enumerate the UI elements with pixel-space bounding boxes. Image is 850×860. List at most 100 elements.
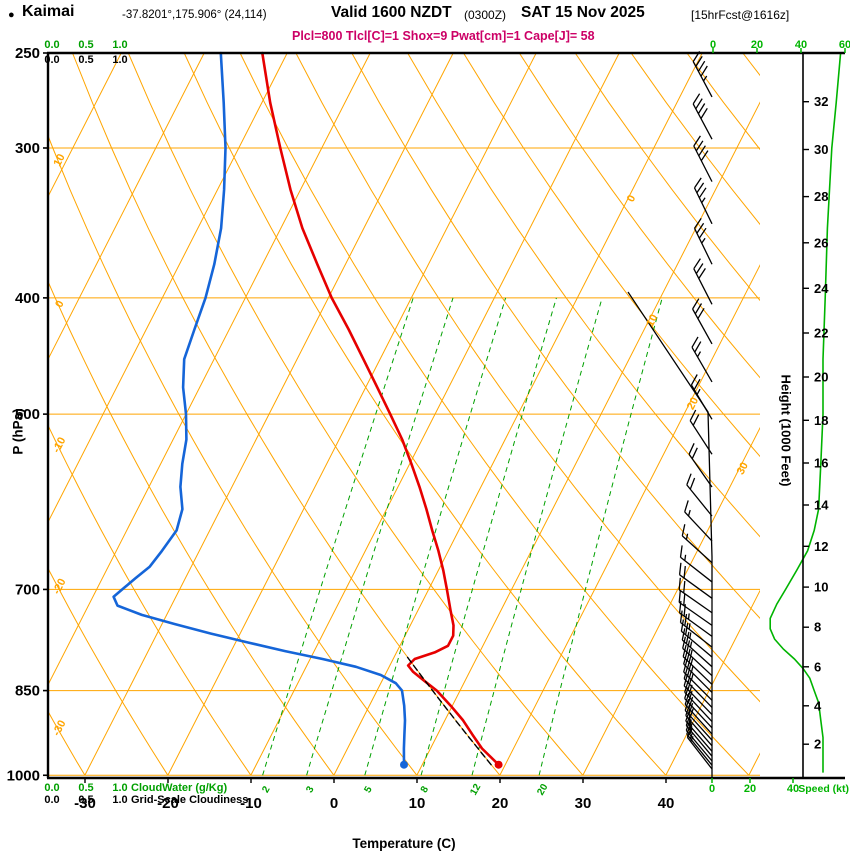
mixing-ratio-label: 20 bbox=[535, 782, 550, 798]
wind-speed-curve bbox=[769, 52, 842, 773]
height-tick-label: 22 bbox=[814, 326, 828, 341]
pressure-tick-label: 500 bbox=[15, 406, 40, 423]
barb-half bbox=[689, 632, 692, 639]
dry-adiabat bbox=[127, 53, 584, 776]
height-tick-label: 4 bbox=[814, 698, 822, 713]
barb-staff bbox=[683, 671, 713, 701]
pressure-tick-label: 300 bbox=[15, 140, 40, 157]
barb-full bbox=[691, 447, 698, 459]
barb-full bbox=[682, 644, 687, 657]
barb-full bbox=[687, 670, 692, 683]
barb-full bbox=[686, 726, 693, 738]
barb-full bbox=[681, 628, 686, 641]
barb-half bbox=[689, 723, 693, 730]
height-tick-label: 28 bbox=[814, 189, 828, 204]
cloudiness-scale-top: 1.0 bbox=[112, 54, 127, 66]
barb-staff bbox=[693, 228, 713, 265]
temp-tick-label: -10 bbox=[240, 795, 262, 812]
barb-full bbox=[686, 473, 692, 486]
height-tick-label: 10 bbox=[814, 580, 828, 595]
mixing-ratio-line bbox=[471, 297, 603, 776]
barb-full bbox=[680, 619, 685, 632]
isotherm bbox=[48, 53, 122, 198]
barb-full bbox=[688, 702, 694, 715]
cloudiness-scale-bottom: 0.0 bbox=[44, 794, 59, 806]
barb-full bbox=[695, 263, 704, 274]
barb-staff bbox=[684, 698, 713, 729]
barb-staff bbox=[686, 737, 713, 770]
height-tick-label: 20 bbox=[814, 370, 828, 385]
barb-full bbox=[678, 562, 682, 575]
speed-scale-top: 20 bbox=[751, 39, 763, 51]
adiabat-label: 10 bbox=[52, 152, 68, 168]
dry-adiabat bbox=[351, 53, 760, 619]
barb-full bbox=[696, 182, 705, 194]
pressure-tick-label: 1000 bbox=[7, 767, 40, 784]
height-tick-label: 2 bbox=[814, 737, 821, 752]
dry-adiabat bbox=[574, 53, 760, 302]
speed-scale-bottom: 0 bbox=[709, 783, 715, 795]
isotherm bbox=[48, 53, 205, 361]
barb-full bbox=[684, 613, 688, 626]
barb-half bbox=[696, 351, 702, 358]
barb-staff bbox=[692, 103, 713, 140]
barb-half bbox=[702, 75, 708, 82]
barb-full bbox=[698, 268, 706, 279]
barb-staff bbox=[679, 574, 713, 599]
barb-full bbox=[691, 336, 699, 348]
cloudwater-scale-top: 0.0 bbox=[44, 39, 59, 51]
barb-staff bbox=[686, 484, 713, 517]
barb-full bbox=[698, 145, 706, 157]
barb-full bbox=[697, 307, 705, 319]
cloudwater-scale-top: 1.0 bbox=[112, 39, 127, 51]
barb-staff bbox=[685, 729, 713, 762]
barb-full bbox=[698, 227, 707, 239]
wind-aux-line bbox=[627, 291, 713, 778]
height-tick-label: 14 bbox=[814, 498, 829, 513]
barb-staff bbox=[693, 268, 713, 305]
barb-staff bbox=[683, 663, 713, 693]
barb-staff bbox=[680, 630, 713, 658]
barb-staff bbox=[690, 384, 713, 420]
cloudwater-scale-bottom: 1.0 bbox=[112, 782, 127, 794]
mixing-ratio-label: 5 bbox=[362, 784, 375, 795]
station-name: Kaimai bbox=[22, 3, 75, 20]
barb-staff bbox=[682, 647, 713, 677]
barb-full bbox=[695, 140, 704, 152]
pressure-tick-label: 250 bbox=[15, 45, 40, 62]
valid-date: SAT 15 Nov 2025 bbox=[521, 4, 645, 21]
height-tick-label: 12 bbox=[814, 539, 828, 554]
barb-full bbox=[688, 708, 694, 720]
dewpoint-curve bbox=[112, 51, 407, 767]
barb-staff bbox=[692, 61, 713, 98]
isotherm bbox=[84, 53, 454, 776]
barb-full bbox=[682, 636, 687, 649]
isotherm-label: 0 bbox=[625, 193, 638, 204]
mixing-ratio-line bbox=[538, 297, 663, 776]
barb-full bbox=[693, 378, 701, 391]
height-tick-label: 32 bbox=[814, 94, 828, 109]
speed-scale-top: 0 bbox=[710, 39, 716, 51]
temp-tick-label: 0 bbox=[330, 795, 338, 812]
mixing-ratio-line bbox=[306, 297, 454, 776]
pressure-axis-label: P (hPa) bbox=[10, 408, 26, 455]
dry-adiabat bbox=[48, 424, 252, 776]
barb-full bbox=[694, 303, 703, 315]
barb-full bbox=[695, 98, 703, 110]
barb-half bbox=[689, 732, 694, 739]
barb-full bbox=[678, 577, 681, 590]
barb-full bbox=[683, 593, 686, 606]
height-axis-label: Height (1000 Feet) bbox=[778, 374, 794, 487]
mixing-ratio-label: 2 bbox=[260, 784, 273, 795]
isotherm-label: 20 bbox=[685, 395, 701, 411]
barb-full bbox=[678, 600, 682, 613]
grid-mixing-ratio bbox=[262, 297, 663, 776]
barb-full bbox=[689, 409, 697, 421]
barb-full bbox=[700, 107, 708, 119]
barb-full bbox=[700, 65, 708, 77]
barb-full bbox=[683, 660, 688, 673]
mixing-ratio-label: 3 bbox=[304, 784, 317, 795]
speed-scale-top: 60 bbox=[839, 39, 850, 51]
temp-tick-label: 20 bbox=[492, 795, 509, 812]
mixing-ratio-line bbox=[420, 297, 557, 776]
